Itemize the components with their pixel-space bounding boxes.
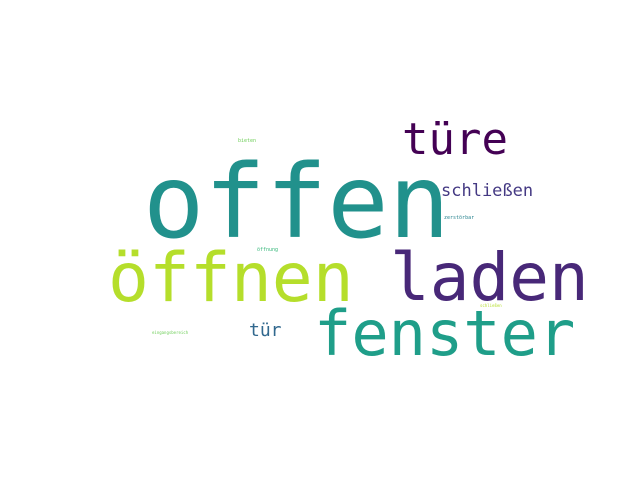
word-fenster: fenster — [314, 297, 576, 370]
word-oeffnen: öffnen — [108, 239, 354, 318]
word-schliessen: schließen — [441, 181, 534, 201]
word-bieten: bieten — [238, 138, 257, 144]
word-tuer: tür — [249, 320, 282, 341]
word-oeffnung: öffnung — [257, 247, 279, 253]
word-zerstoerbar: zerstörbar — [444, 215, 475, 221]
word-offen: offen — [143, 143, 451, 262]
word-tuere: türe — [402, 114, 508, 165]
word-eingangsbereich: eingangsbereich — [152, 330, 189, 335]
word-laden: laden — [390, 239, 589, 316]
word-schliessen-small: schließen — [480, 303, 502, 308]
